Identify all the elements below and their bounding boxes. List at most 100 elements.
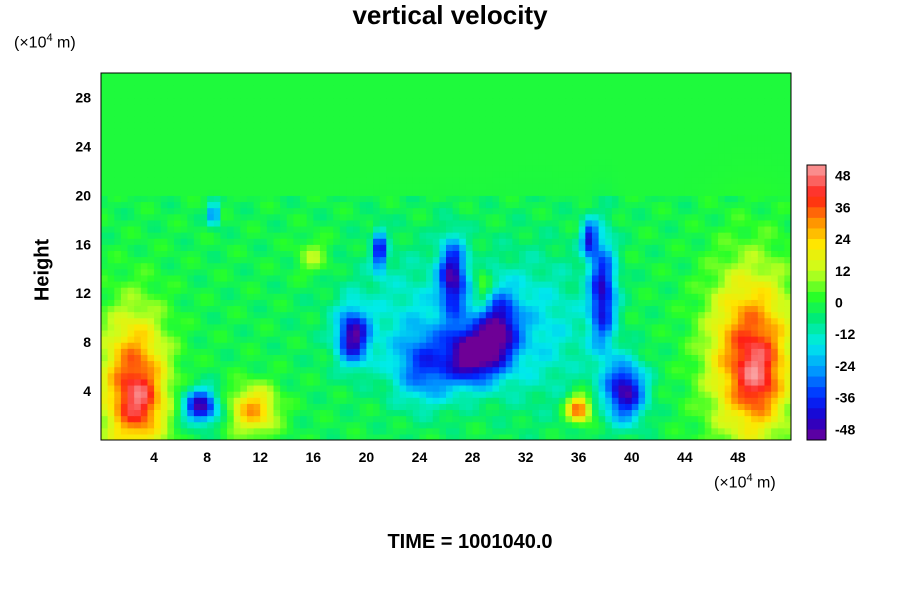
heatmap-cell	[731, 250, 739, 258]
heatmap-cell	[611, 421, 620, 429]
heatmap-cell	[452, 250, 460, 258]
heatmap-cell	[167, 244, 175, 251]
heatmap-cell	[578, 158, 586, 166]
heatmap-cell	[638, 354, 646, 362]
heatmap-cell	[505, 176, 513, 184]
heatmap-cell	[419, 274, 427, 282]
heatmap-cell	[651, 384, 659, 392]
heatmap-cell	[678, 317, 686, 325]
heatmap-cell	[233, 256, 241, 264]
heatmap-cell	[525, 305, 533, 313]
heatmap-cell	[147, 176, 155, 184]
heatmap-cell	[426, 189, 434, 196]
heatmap-cell	[485, 201, 494, 209]
heatmap-cell	[339, 329, 348, 337]
heatmap-cell	[154, 354, 162, 362]
heatmap-cell	[684, 256, 693, 264]
heatmap-cell	[406, 415, 414, 423]
heatmap-cell	[545, 323, 553, 331]
heatmap-cell	[154, 323, 162, 331]
heatmap-cell	[167, 354, 175, 362]
heatmap-cell	[737, 299, 746, 307]
heatmap-cell	[452, 336, 460, 343]
heatmap-cell	[737, 360, 746, 368]
heatmap-cell	[492, 287, 500, 294]
heatmap-cell	[326, 336, 334, 343]
heatmap-cell	[246, 256, 255, 264]
heatmap-cell	[479, 391, 487, 398]
heatmap-cell	[300, 268, 308, 276]
heatmap-cell	[625, 176, 633, 184]
heatmap-cell	[558, 183, 567, 190]
heatmap-cell	[339, 207, 348, 215]
heatmap-cell	[684, 342, 693, 349]
heatmap-cell	[777, 170, 785, 178]
heatmap-cell	[373, 317, 381, 325]
heatmap-cell	[373, 360, 381, 368]
heatmap-cell	[512, 378, 520, 386]
heatmap-cell	[300, 329, 308, 337]
heatmap-cell	[718, 348, 726, 355]
heatmap-cell	[120, 146, 129, 154]
heatmap-cell	[180, 378, 188, 386]
heatmap-cell	[558, 268, 567, 276]
heatmap-cell	[598, 158, 606, 166]
heatmap-cell	[392, 329, 401, 337]
heatmap-cell	[207, 372, 215, 380]
heatmap-cell	[625, 409, 633, 417]
heatmap-cell	[618, 213, 626, 221]
heatmap-cell	[446, 299, 454, 307]
heatmap-cell	[704, 256, 712, 264]
heatmap-cell	[306, 305, 314, 313]
heatmap-cell	[373, 207, 381, 215]
heatmap-cell	[353, 274, 361, 282]
heatmap-cell	[446, 433, 454, 440]
heatmap-cell	[193, 311, 202, 319]
heatmap-cell	[233, 238, 241, 245]
heatmap-cell	[154, 378, 162, 386]
heatmap-cell	[412, 384, 421, 392]
heatmap-cell	[359, 293, 367, 300]
heatmap-cell	[611, 305, 620, 313]
heatmap-cell	[472, 293, 480, 300]
heatmap-cell	[598, 391, 606, 398]
heatmap-cell	[757, 391, 766, 398]
heatmap-cell	[777, 250, 785, 258]
heatmap-cell	[406, 250, 414, 258]
heatmap-cell	[724, 213, 732, 221]
heatmap-cell	[698, 225, 706, 233]
heatmap-cell	[439, 317, 447, 325]
heatmap-cell	[671, 421, 679, 429]
heatmap-cell	[233, 250, 241, 258]
heatmap-cell	[724, 287, 732, 294]
heatmap-cell	[724, 244, 732, 251]
heatmap-cell	[565, 342, 573, 349]
heatmap-cell	[406, 354, 414, 362]
heatmap-cell	[266, 427, 275, 435]
heatmap-cell	[412, 219, 421, 227]
heatmap-cell	[339, 391, 348, 398]
heatmap-cell	[472, 219, 480, 227]
heatmap-cell	[499, 225, 507, 233]
heatmap-cell	[419, 213, 427, 221]
heatmap-cell	[134, 409, 142, 417]
heatmap-cell	[300, 158, 308, 166]
heatmap-cell	[359, 299, 367, 307]
heatmap-cell	[505, 189, 513, 196]
heatmap-cell	[492, 397, 500, 404]
heatmap-cell	[286, 415, 294, 423]
heatmap-cell	[313, 360, 321, 368]
heatmap-cell	[227, 232, 235, 239]
heatmap-cell	[293, 152, 301, 160]
heatmap-cell	[479, 360, 487, 368]
heatmap-cell	[406, 238, 414, 245]
heatmap-cell	[465, 201, 474, 209]
heatmap-cell	[485, 256, 494, 264]
heatmap-cell	[664, 354, 673, 362]
heatmap-cell	[572, 213, 580, 221]
heatmap-cell	[585, 366, 593, 374]
heatmap-cell	[751, 201, 759, 209]
heatmap-cell	[101, 207, 109, 215]
heatmap-cell	[300, 311, 308, 319]
heatmap-cell	[737, 415, 746, 423]
